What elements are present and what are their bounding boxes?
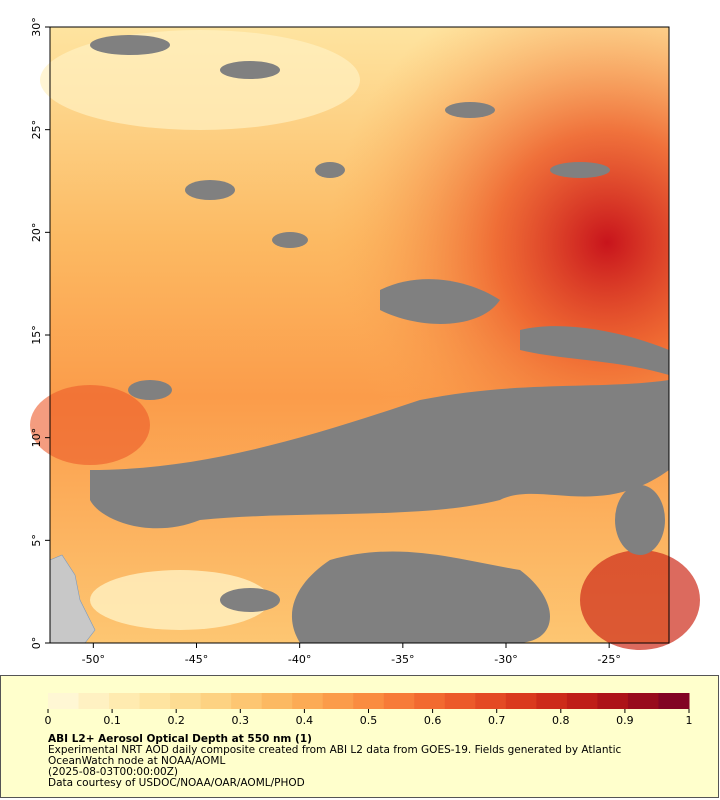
colorbar-cell xyxy=(48,693,80,709)
y-tick-label: 20° xyxy=(30,223,43,243)
colorbar-cell xyxy=(383,693,415,709)
colorbar-cell xyxy=(200,693,232,709)
legend-line: Data courtesy of USDOC/NOAA/OAR/AOML/PHO… xyxy=(48,777,305,789)
y-tick-label: 5° xyxy=(30,534,43,547)
colorbar-tick-label: 0.2 xyxy=(167,714,185,727)
colorbar-cell xyxy=(231,693,263,709)
colorbar-cell xyxy=(78,693,110,709)
colorbar-tick-label: 0 xyxy=(45,714,52,727)
colorbar-cell xyxy=(322,693,354,709)
colorbar-cell xyxy=(658,693,690,709)
legend-line: (2025-08-03T00:00:00Z) xyxy=(48,766,178,778)
colorbar-cell xyxy=(353,693,385,709)
x-tick-label: -40° xyxy=(288,653,311,666)
colorbar-cell xyxy=(292,693,324,709)
colorbar-cell xyxy=(170,693,202,709)
y-tick-label: 10° xyxy=(30,428,43,448)
colorbar-cell xyxy=(139,693,171,709)
colorbar-cell xyxy=(444,693,476,709)
colorbar-cell xyxy=(414,693,446,709)
y-tick-label: 0° xyxy=(30,637,43,650)
colorbar-tick-label: 0.1 xyxy=(103,714,121,727)
colorbar-tick-label: 0.6 xyxy=(424,714,442,727)
colorbar-cell xyxy=(627,693,659,709)
colorbar-tick-label: 0.4 xyxy=(296,714,314,727)
x-tick-label: -35° xyxy=(391,653,414,666)
colorbar-tick-label: 0.7 xyxy=(488,714,506,727)
colorbar-cell xyxy=(261,693,293,709)
x-tick-label: -45° xyxy=(185,653,208,666)
y-tick-label: 25° xyxy=(30,120,43,140)
x-tick-label: -50° xyxy=(82,653,105,666)
colorbar-cell xyxy=(536,693,568,709)
colorbar-cell xyxy=(597,693,629,709)
colorbar-tick-label: 1 xyxy=(686,714,693,727)
colorbar-cell xyxy=(566,693,598,709)
colorbar-cell xyxy=(505,693,537,709)
legend-line: Experimental NRT AOD daily composite cre… xyxy=(48,744,622,767)
colorbar-cell xyxy=(475,693,507,709)
map-raster xyxy=(30,27,700,650)
colorbar-cell xyxy=(109,693,141,709)
colorbar-tick-label: 0.3 xyxy=(232,714,250,727)
legend-title: ABI L2+ Aerosol Optical Depth at 550 nm … xyxy=(48,733,312,745)
x-tick-label: -25° xyxy=(597,653,620,666)
colorbar-tick-label: 0.8 xyxy=(552,714,570,727)
legend-panel: 0 0.1 0.2 0.3 0.4 0.5 0.6 0.7 0.8 0.9 1 ABI L2+ Ae… xyxy=(0,675,719,798)
y-tick-label: 30° xyxy=(30,17,43,37)
legend-text: ABI L2+ Aerosol Optical Depth at 550 nm … xyxy=(48,734,678,789)
map: -50° -45° -40° -35° -30° -25° 0° 5° 10° 15° 20° 25°… xyxy=(30,17,700,666)
x-tick-label: -30° xyxy=(494,653,517,666)
colorbar-tick-label: 0.9 xyxy=(616,714,634,727)
colorbar: 0 0.1 0.2 0.3 0.4 0.5 0.6 0.7 0.8 0.9 1 xyxy=(45,693,693,727)
y-tick-label: 15° xyxy=(30,325,43,345)
colorbar-tick-label: 0.5 xyxy=(360,714,378,727)
